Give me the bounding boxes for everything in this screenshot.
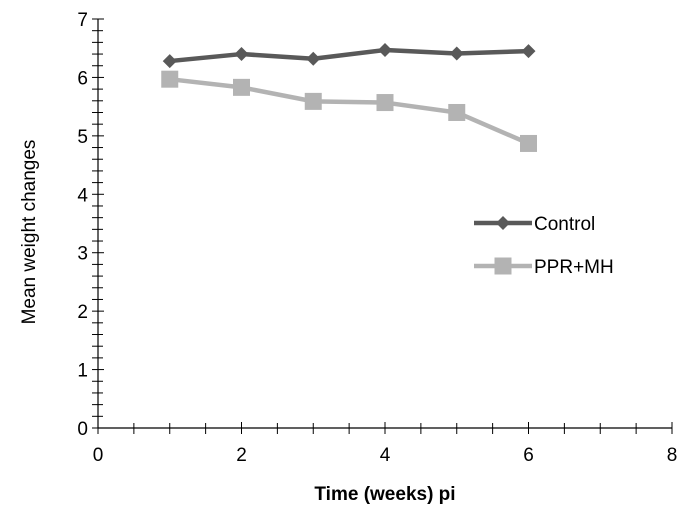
data-point — [234, 47, 249, 62]
data-point — [233, 78, 250, 96]
data-point — [162, 54, 177, 69]
y-tick-label: 5 — [77, 127, 88, 148]
x-axis-title: Time (weeks) pi — [314, 484, 455, 505]
x-tick-label: 0 — [93, 445, 104, 466]
data-point — [449, 46, 464, 61]
series — [161, 42, 537, 152]
legend-marker — [494, 257, 512, 275]
x-tick-label: 8 — [667, 445, 678, 466]
tick-labels: 0 2 4 6 8 0 1 2 3 4 5 6 7 — [77, 10, 677, 466]
y-tick-label: 6 — [77, 68, 88, 89]
data-point — [378, 42, 392, 57]
data-point — [448, 103, 466, 121]
series-line — [167, 47, 531, 64]
x-tick-label: 6 — [523, 445, 534, 466]
series-line — [167, 76, 531, 146]
data-point — [520, 134, 537, 152]
y-axis-title: Mean weight changes — [19, 140, 40, 325]
legend: Control PPR+MH — [474, 214, 614, 278]
legend-label: Control — [534, 214, 595, 235]
tick-marks — [92, 18, 673, 434]
y-tick-label: 2 — [77, 302, 88, 323]
y-tick-label: 4 — [77, 185, 88, 206]
y-tick-label: 0 — [77, 419, 88, 440]
data-point — [376, 94, 394, 112]
x-tick-label: 2 — [236, 445, 247, 466]
data-point — [306, 51, 321, 66]
series-control — [162, 42, 536, 69]
data-point — [161, 70, 179, 88]
y-tick-label: 7 — [77, 10, 88, 31]
legend-item: Control — [474, 214, 595, 235]
y-tick-label: 3 — [77, 244, 88, 265]
data-point — [521, 44, 536, 59]
x-tick-label: 4 — [380, 445, 391, 466]
series-ppr-mh — [161, 70, 537, 152]
y-tick-label: 1 — [77, 361, 88, 382]
data-point — [304, 92, 322, 110]
legend-marker — [496, 216, 510, 230]
legend-item: PPR+MH — [474, 257, 614, 278]
legend-label: PPR+MH — [534, 257, 614, 278]
